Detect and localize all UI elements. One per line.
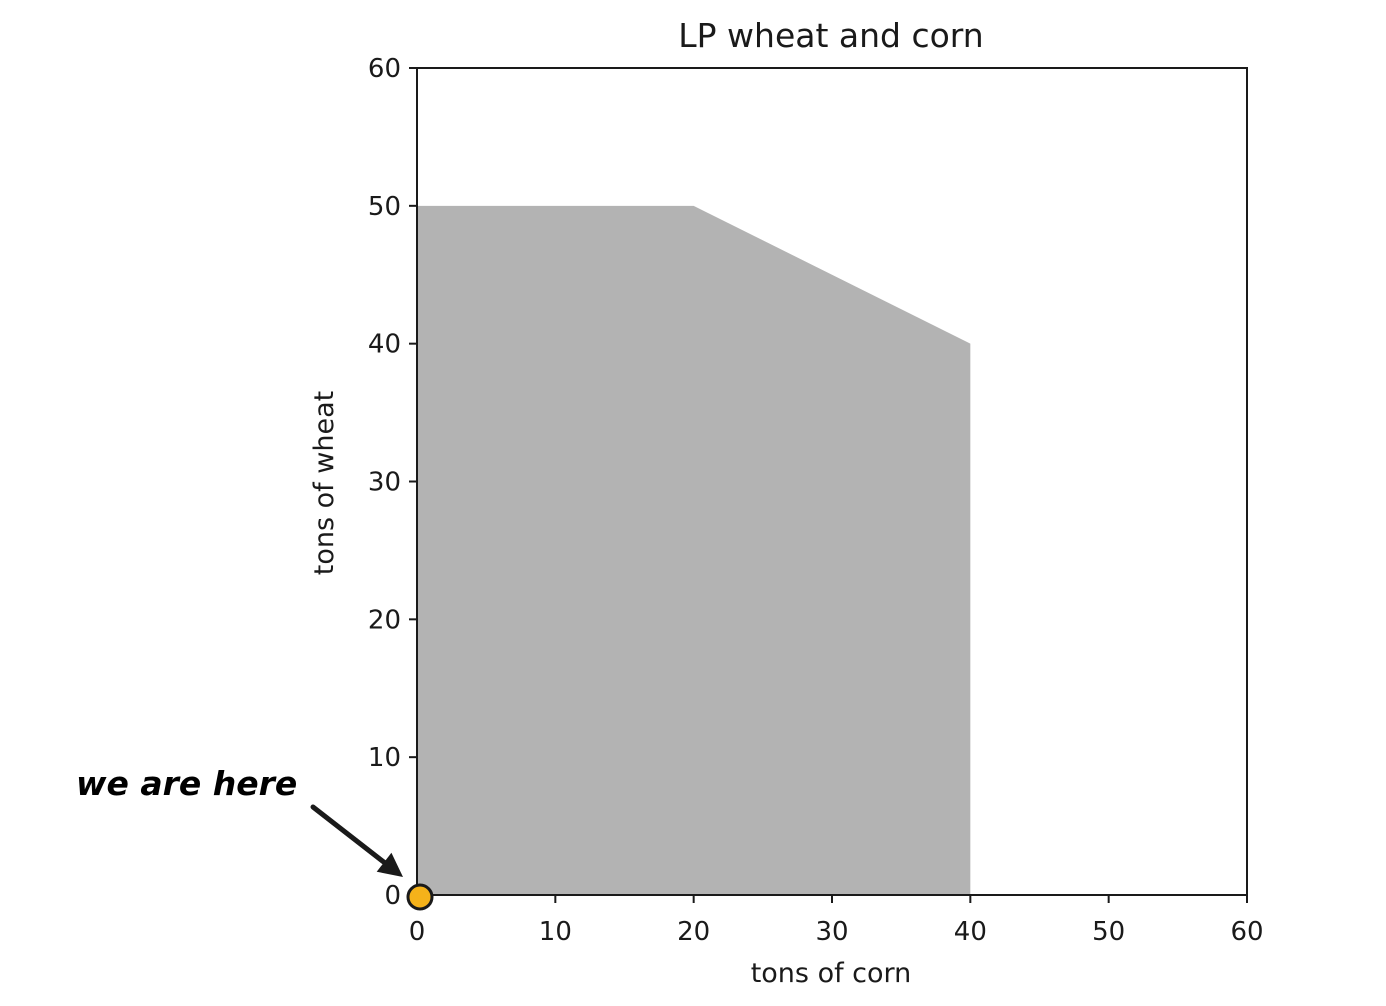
y-tick-label: 10 xyxy=(368,743,401,773)
feasible-region xyxy=(417,205,971,896)
y-tick-label: 50 xyxy=(368,192,401,222)
chart-title: LP wheat and corn xyxy=(678,16,983,55)
y-axis-label: tons of wheat xyxy=(309,391,340,575)
x-tick-label: 20 xyxy=(677,917,710,947)
x-tick-label: 30 xyxy=(815,917,848,947)
x-axis: 0 10 20 30 40 50 60 xyxy=(409,895,1264,947)
x-tick-label: 0 xyxy=(409,917,426,947)
x-tick-label: 60 xyxy=(1230,917,1263,947)
annotation-text: we are here xyxy=(76,764,297,803)
x-axis-label: tons of corn xyxy=(751,958,912,989)
x-tick-label: 40 xyxy=(954,917,987,947)
y-tick-label: 60 xyxy=(368,54,401,84)
annotation-arrow xyxy=(310,804,387,865)
current-point-marker xyxy=(406,883,434,911)
y-tick-label: 0 xyxy=(384,881,401,911)
annotation-arrow-head xyxy=(376,852,403,877)
y-tick-label: 30 xyxy=(368,468,401,498)
y-tick-label: 40 xyxy=(368,330,401,360)
x-tick-label: 10 xyxy=(539,917,572,947)
y-axis: 0 10 20 30 40 50 60 xyxy=(368,54,417,911)
x-tick-label: 50 xyxy=(1092,917,1125,947)
y-tick-label: 20 xyxy=(368,605,401,635)
